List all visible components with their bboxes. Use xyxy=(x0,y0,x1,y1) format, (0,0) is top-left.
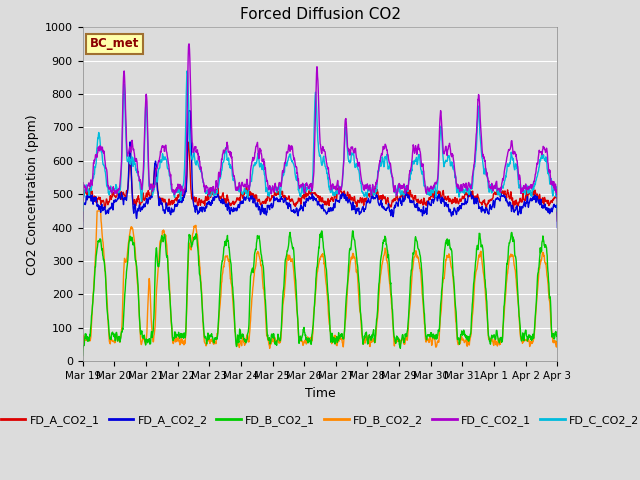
FD_A_CO2_2 xyxy=(238,200,246,205)
FD_B_CO2_2 xyxy=(173,335,181,341)
FD_A_CO2_2 xyxy=(185,108,193,114)
FD_B_CO2_1 xyxy=(394,334,401,340)
FD_B_CO2_1 xyxy=(237,333,245,338)
Legend: FD_A_CO2_1, FD_A_CO2_2, FD_B_CO2_1, FD_B_CO2_2, FD_C_CO2_1, FD_C_CO2_2: FD_A_CO2_1, FD_A_CO2_2, FD_B_CO2_1, FD_B… xyxy=(0,410,640,430)
FD_A_CO2_1 xyxy=(185,139,193,145)
FD_C_CO2_2 xyxy=(394,189,401,194)
FD_A_CO2_2 xyxy=(173,202,180,208)
FD_A_CO2_1 xyxy=(554,218,561,224)
FD_B_CO2_1 xyxy=(497,337,505,343)
FD_B_CO2_1 xyxy=(554,338,561,344)
FD_A_CO2_1 xyxy=(79,218,86,224)
Y-axis label: CO2 Concentration (ppm): CO2 Concentration (ppm) xyxy=(26,114,39,275)
FD_C_CO2_2 xyxy=(185,96,193,102)
FD_C_CO2_1 xyxy=(79,198,86,204)
FD_C_CO2_2 xyxy=(173,190,180,195)
Line: FD_C_CO2_1: FD_C_CO2_1 xyxy=(83,44,557,201)
FD_A_CO2_1 xyxy=(184,143,192,149)
FD_A_CO2_2 xyxy=(456,203,463,209)
FD_B_CO2_2 xyxy=(185,252,193,258)
FD_C_CO2_2 xyxy=(554,208,561,214)
FD_B_CO2_1 xyxy=(456,341,463,347)
FD_B_CO2_2 xyxy=(554,343,561,348)
FD_A_CO2_2 xyxy=(79,225,86,230)
FD_B_CO2_2 xyxy=(79,345,86,350)
FD_A_CO2_2 xyxy=(497,193,505,199)
FD_B_CO2_1 xyxy=(184,250,192,255)
FD_C_CO2_1 xyxy=(394,190,401,195)
Line: FD_A_CO2_1: FD_A_CO2_1 xyxy=(83,142,557,221)
Title: Forced Diffusion CO2: Forced Diffusion CO2 xyxy=(239,7,401,22)
FD_A_CO2_2 xyxy=(394,200,401,206)
FD_C_CO2_1 xyxy=(554,198,561,204)
Text: BC_met: BC_met xyxy=(90,37,139,50)
FD_C_CO2_2 xyxy=(79,208,86,214)
Line: FD_B_CO2_1: FD_B_CO2_1 xyxy=(83,231,557,356)
FD_C_CO2_1 xyxy=(497,186,505,192)
X-axis label: Time: Time xyxy=(305,386,335,399)
FD_C_CO2_1 xyxy=(456,186,463,192)
FD_B_CO2_1 xyxy=(349,228,356,234)
FD_C_CO2_2 xyxy=(238,191,246,196)
FD_A_CO2_1 xyxy=(497,189,505,194)
FD_C_CO2_2 xyxy=(456,191,463,197)
FD_B_CO2_2 xyxy=(394,336,401,342)
FD_A_CO2_2 xyxy=(554,225,561,230)
FD_A_CO2_1 xyxy=(173,198,180,204)
FD_A_CO2_2 xyxy=(184,112,192,118)
FD_C_CO2_1 xyxy=(238,182,246,188)
FD_C_CO2_2 xyxy=(183,68,191,74)
Line: FD_B_CO2_2: FD_B_CO2_2 xyxy=(83,211,557,348)
FD_C_CO2_1 xyxy=(173,188,180,194)
FD_A_CO2_1 xyxy=(394,193,401,199)
FD_A_CO2_1 xyxy=(238,191,246,197)
FD_A_CO2_1 xyxy=(456,197,463,203)
FD_B_CO2_2 xyxy=(238,343,246,348)
FD_B_CO2_2 xyxy=(266,346,273,351)
Line: FD_A_CO2_2: FD_A_CO2_2 xyxy=(83,111,557,228)
FD_C_CO2_1 xyxy=(184,54,192,60)
FD_B_CO2_2 xyxy=(498,339,506,345)
FD_B_CO2_1 xyxy=(79,353,86,359)
FD_B_CO2_2 xyxy=(456,341,463,347)
FD_B_CO2_1 xyxy=(173,333,180,338)
Line: FD_C_CO2_2: FD_C_CO2_2 xyxy=(83,71,557,211)
FD_C_CO2_1 xyxy=(185,41,193,47)
FD_B_CO2_2 xyxy=(93,208,101,214)
FD_C_CO2_2 xyxy=(497,184,505,190)
